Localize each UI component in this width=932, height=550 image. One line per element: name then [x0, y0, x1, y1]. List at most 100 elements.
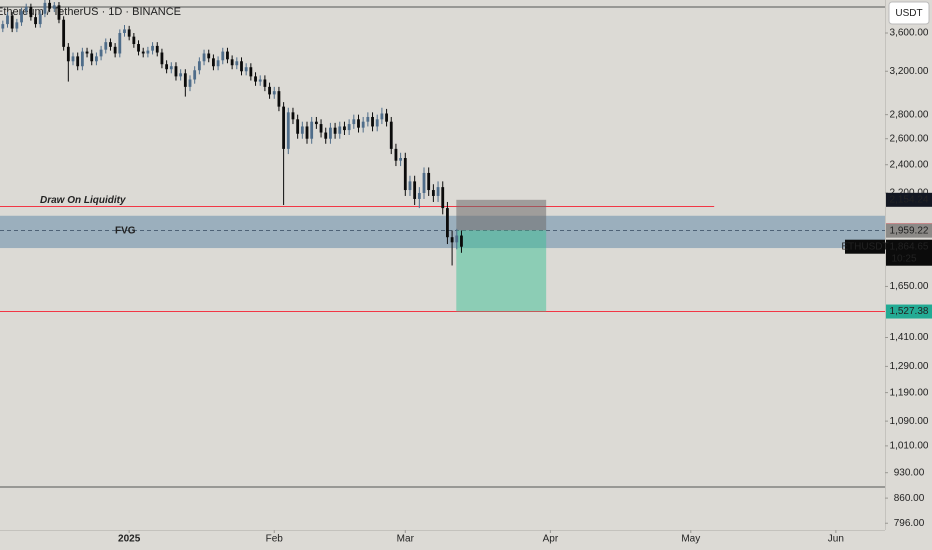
candle-body	[357, 119, 360, 128]
candle-body	[347, 124, 351, 131]
candle-body	[141, 51, 145, 54]
candle-body	[160, 52, 164, 65]
currency-button[interactable]: USDT	[888, 1, 930, 25]
y-tick-label: 860.00	[894, 493, 925, 504]
candle-body	[244, 67, 248, 72]
symbol-label: ETHUSDT	[841, 241, 888, 252]
candle-body	[57, 5, 61, 20]
candle-body	[85, 51, 89, 54]
candle-body	[109, 42, 112, 47]
y-tick-label: 2,800.00	[890, 109, 929, 120]
price-label: 1,527.38	[890, 306, 929, 317]
candle-body	[380, 113, 384, 120]
candle-body	[15, 22, 19, 29]
candle-body	[436, 187, 440, 196]
last-price-box	[886, 239, 932, 266]
candle-body	[174, 66, 178, 77]
candle-body	[235, 61, 239, 66]
candle-body	[71, 56, 75, 62]
y-tick-label: 796.00	[894, 518, 925, 529]
x-tick-label: Apr	[543, 534, 559, 545]
candle-body	[183, 73, 187, 87]
candle-body	[249, 67, 253, 77]
candle-body	[155, 45, 159, 53]
candle-body	[212, 58, 215, 67]
price-label-box	[886, 192, 932, 207]
y-tick-label: 2,600.00	[890, 133, 929, 144]
candle-body	[272, 91, 276, 95]
candle-body	[90, 53, 94, 62]
candle-body	[179, 73, 183, 77]
candle-body	[343, 126, 346, 131]
y-tick-label: 1,190.00	[890, 387, 929, 398]
candle-body	[394, 148, 398, 161]
y-tick-label: 1,290.00	[890, 361, 929, 372]
candle-body	[38, 13, 42, 25]
candle-body	[99, 49, 103, 57]
candle-body	[24, 7, 28, 12]
candle-body	[118, 33, 122, 54]
candle-body	[43, 2, 47, 14]
candle-body	[408, 181, 412, 191]
candle-body	[123, 29, 126, 34]
candle-body	[431, 190, 435, 196]
y-tick-label: 3,200.00	[890, 66, 929, 77]
candle-body	[10, 15, 14, 29]
candle-body	[450, 237, 454, 243]
level-label: Draw On Liquidity	[40, 195, 126, 206]
price-label: 2,154.24	[890, 194, 929, 205]
candle-body	[113, 46, 117, 54]
candle-body	[34, 17, 37, 25]
candle-body	[52, 5, 56, 9]
price-label-box	[886, 223, 932, 238]
candle-body	[282, 106, 286, 149]
y-tick-label: 1,650.00	[890, 281, 929, 292]
candle-body	[385, 113, 388, 122]
candle-body	[446, 208, 449, 238]
candle-body	[146, 50, 150, 54]
candle-body	[230, 59, 234, 66]
candle-body	[1, 24, 5, 29]
candle-body	[441, 187, 445, 209]
candle-body	[258, 79, 262, 82]
candle-body	[277, 91, 281, 107]
candle-body	[254, 76, 257, 82]
candle-body	[427, 172, 431, 191]
x-tick-label: Mar	[397, 534, 415, 545]
candle-body	[240, 61, 243, 72]
candle-body	[366, 116, 370, 122]
candle-body	[305, 126, 309, 139]
y-tick-label: 3,600.00	[890, 28, 929, 39]
y-tick-label: 1,010.00	[890, 441, 929, 452]
candle-body	[226, 51, 229, 60]
candle-body	[20, 11, 23, 23]
candle-body	[127, 29, 131, 37]
candle-body	[268, 86, 271, 95]
candle-body	[338, 126, 342, 134]
candle-body	[361, 121, 365, 128]
candle-body	[216, 60, 220, 67]
symbol-box	[845, 239, 885, 254]
currency-button-label[interactable]: USDT	[895, 8, 922, 19]
candle-body	[375, 119, 379, 127]
candle-body	[300, 126, 304, 134]
candle-body	[137, 44, 140, 52]
candle-body	[207, 53, 211, 59]
x-tick-label: Jun	[828, 534, 844, 545]
currency-button-box[interactable]	[888, 1, 930, 25]
candle-body	[66, 46, 70, 62]
price-label: 1,959.22	[890, 225, 929, 236]
candle-body	[324, 132, 328, 139]
countdown-label: 10:25	[891, 253, 916, 264]
y-tick-label: 930.00	[894, 467, 925, 478]
candle-body	[417, 192, 421, 199]
y-tick-label: 1,090.00	[890, 416, 929, 427]
candle-body	[319, 124, 323, 133]
x-tick-label: 2025	[118, 534, 141, 545]
candle-body	[62, 19, 66, 47]
y-tick-label: 1,410.00	[890, 332, 929, 343]
candle-body	[104, 42, 108, 50]
candle-body	[169, 66, 173, 70]
candle-body	[6, 15, 9, 25]
